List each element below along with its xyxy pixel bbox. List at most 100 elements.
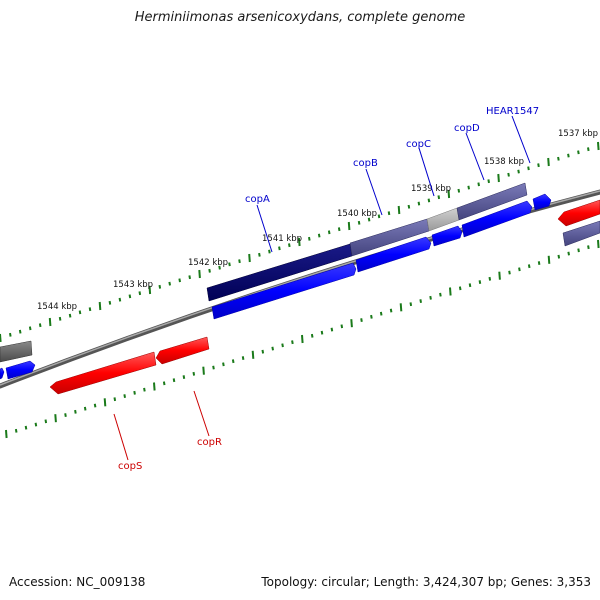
ruler-inner-tick [409, 302, 413, 307]
ruler-inner-tick [153, 382, 156, 391]
ruler-outer-tick [238, 259, 241, 264]
ruler-outer-tick [557, 156, 560, 161]
cds-forward-left[interactable] [0, 367, 5, 380]
ruler-outer-tick [587, 147, 590, 152]
ruler-inner-tick [162, 381, 166, 386]
ruler-outer-tick [417, 201, 421, 206]
ruler-inner-tick [301, 334, 304, 344]
gene-label-copC[interactable]: copC [406, 139, 431, 150]
reverse-cds-track [49, 199, 600, 395]
kbp-label-1537: 1537 kbp [558, 129, 598, 139]
ruler-inner-tick [399, 303, 403, 312]
protein-block-copD[interactable] [456, 182, 528, 221]
cds-copS[interactable] [49, 351, 157, 395]
cds-copD[interactable] [461, 200, 533, 238]
ruler-inner-tick [567, 251, 570, 256]
cds-HEAR1547[interactable] [532, 193, 552, 211]
ruler-outer-tick [427, 198, 431, 203]
gene-callouts [113, 115, 531, 461]
ruler-outer-tick [327, 230, 331, 235]
protein-block-right[interactable] [562, 220, 600, 247]
ruler-outer-tick [98, 301, 102, 311]
ruler-inner-tick [577, 248, 580, 253]
protein-block-gray-left[interactable] [0, 340, 33, 363]
cds-copC[interactable] [431, 225, 463, 247]
kbp-label-1543: 1543 kbp [113, 280, 153, 290]
ruler-inner-tick [458, 286, 462, 291]
ruler-inner-tick [143, 387, 146, 392]
kbp-label-1542: 1542 kbp [188, 258, 228, 268]
ruler-outer-tick [48, 317, 52, 327]
ruler-inner-tick [281, 343, 284, 348]
ruler-outer-tick [397, 205, 401, 215]
ruler-inner-tick [320, 330, 324, 335]
ruler-outer-tick [317, 233, 321, 238]
cds-copB[interactable] [355, 236, 432, 273]
ruler-inner-tick [251, 350, 255, 359]
ruler-outer-tick [357, 220, 361, 225]
cds-copA[interactable] [211, 262, 357, 320]
kbp-label-1544: 1544 kbp [37, 302, 77, 312]
cds-reverse-right[interactable] [557, 199, 600, 227]
ruler-inner-tick [488, 276, 492, 281]
ruler-outer-tick [228, 262, 231, 267]
gene-label-copS[interactable]: copS [118, 461, 142, 472]
ruler-inner-tick [34, 422, 38, 427]
ruler-inner-tick [449, 287, 452, 296]
ruler-outer-tick [347, 221, 351, 231]
ruler-outer-tick [567, 153, 570, 158]
ruler-outer-tick [547, 157, 550, 167]
ruler-inner-tick [537, 261, 541, 265]
ruler-outer-tick [487, 179, 490, 184]
ruler-inner-tick [202, 366, 205, 375]
ruler-inner-tick [379, 311, 383, 316]
ruler-outer-tick [258, 252, 261, 257]
gene-label-copD[interactable]: copD [454, 123, 480, 134]
ruler-outer-tick [467, 185, 470, 190]
ruler-outer-tick [477, 182, 480, 187]
ruler-inner-tick [93, 403, 97, 408]
cds-copR[interactable] [155, 336, 210, 365]
ruler-outer-tick [128, 294, 132, 299]
ruler-outer-tick [577, 150, 580, 155]
ruler-inner-tick [74, 409, 77, 414]
ruler-inner-tick [54, 414, 57, 423]
ruler-inner-tick [172, 378, 176, 383]
gene-label-copR[interactable]: copR [197, 437, 222, 448]
ruler-outer-tick [28, 326, 32, 331]
cds-forward-left2[interactable] [5, 360, 36, 380]
ruler-outer-tick [198, 269, 201, 279]
ruler-inner-tick [350, 319, 353, 328]
ruler-outer-tick [118, 297, 122, 302]
ruler-inner-tick [518, 267, 521, 272]
ruler-outer-tick [507, 172, 510, 177]
gene-label-copB[interactable]: copB [353, 158, 378, 169]
ruler-inner-tick [291, 340, 294, 345]
ruler-outer-tick [517, 169, 520, 174]
ruler-outer-tick [38, 323, 42, 328]
ruler-outer-tick [188, 275, 191, 280]
ruler-outer-tick [248, 253, 251, 263]
ruler-outer-tick [208, 268, 211, 273]
gene-label-HEAR1547[interactable]: HEAR1547 [486, 106, 539, 117]
ruler-outer-tick [367, 217, 371, 222]
ruler-outer-tick [78, 310, 82, 315]
protein-track [0, 182, 600, 363]
kbp-label-1539: 1539 kbp [411, 184, 451, 194]
ruler-outer-tick [437, 195, 441, 200]
ruler-outer-tick [0, 333, 2, 343]
ruler-inner-tick [271, 346, 274, 351]
ruler-outer-tick [18, 329, 22, 334]
ruler-inner-tick [222, 362, 225, 367]
ruler-inner-tick [113, 397, 117, 402]
ruler-outer-tick [168, 281, 171, 286]
gene-label-copA[interactable]: copA [245, 194, 270, 205]
ruler-inner-tick [330, 327, 334, 332]
ruler-inner-tick [182, 375, 186, 379]
ruler-inner-tick [133, 390, 136, 395]
ruler-inner-tick [340, 324, 344, 329]
ruler-inner-tick [212, 365, 215, 370]
ruler-outer-tick [537, 163, 540, 168]
ruler-inner-tick [389, 308, 393, 313]
ruler-inner-tick [527, 264, 531, 269]
